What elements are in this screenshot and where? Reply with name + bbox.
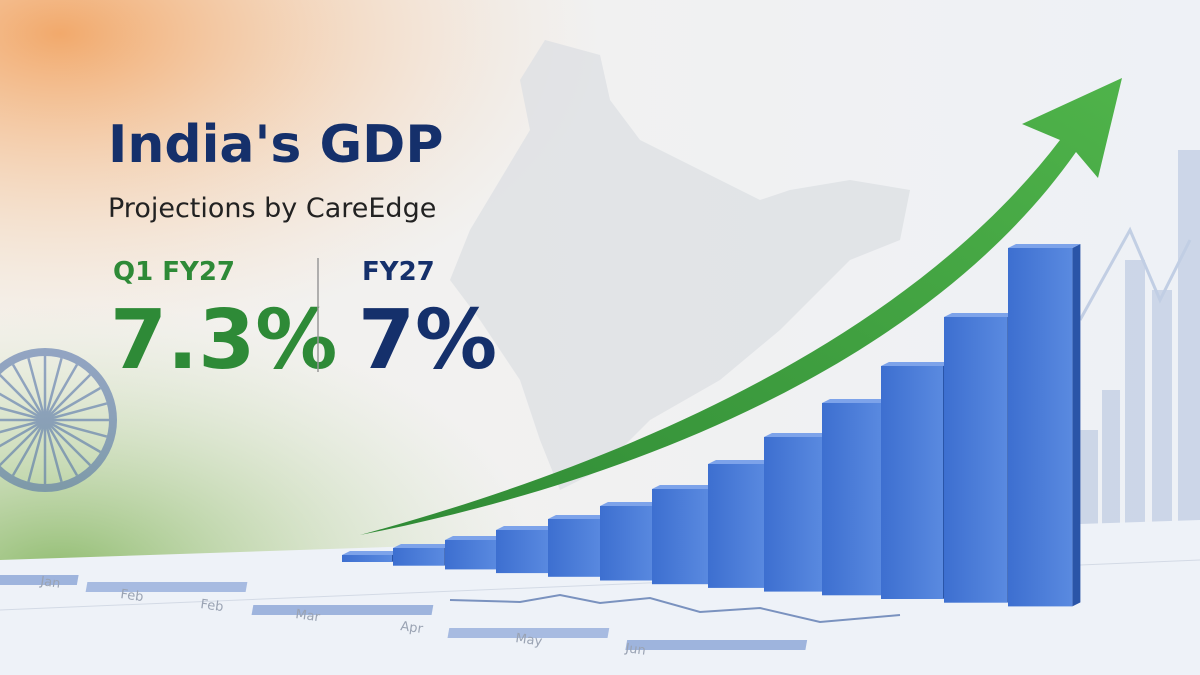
paper-label: Mar: [294, 607, 321, 625]
spoke: [44, 386, 102, 422]
spoke: [43, 357, 63, 421]
paper-label: Feb: [119, 587, 144, 605]
stat-value: 7%: [358, 293, 497, 388]
bar-front: [708, 464, 767, 588]
bar-front: [764, 437, 824, 592]
bar-top: [393, 544, 453, 548]
bar-top: [764, 433, 832, 437]
bar-top: [548, 515, 611, 519]
growth-arrow: [360, 78, 1122, 535]
paper-labels: Jan Feb Feb Mar Apr May Jun: [38, 574, 646, 659]
paper-label: May: [514, 631, 543, 650]
paper-label: Jan: [38, 574, 61, 592]
india-map: [450, 40, 910, 490]
spoke: [0, 406, 46, 422]
bar-front: [496, 530, 550, 574]
bar-front: [393, 548, 445, 566]
spoke: [0, 373, 46, 421]
bar-top: [342, 551, 400, 555]
rising-bars: [342, 244, 1081, 607]
bar-front: [548, 519, 603, 577]
spoke: [0, 418, 46, 448]
spoke: [44, 418, 102, 454]
paper-label: Feb: [199, 597, 224, 615]
spoke: [0, 392, 46, 422]
bar-top: [496, 526, 558, 530]
title: India's GDP: [108, 115, 443, 175]
bar-front: [822, 403, 883, 596]
stat-label: FY27: [362, 257, 435, 287]
spoke: [43, 419, 79, 477]
ashoka-chakra: [0, 348, 117, 492]
spoke: [27, 357, 47, 421]
spoke: [43, 363, 79, 421]
subtitle: Projections by CareEdge: [108, 193, 436, 224]
spoke: [44, 402, 108, 422]
spoke: [11, 363, 47, 421]
bar-front: [600, 506, 656, 581]
bar-top: [822, 399, 891, 403]
bar-front: [1008, 248, 1073, 607]
background-bars: [1078, 150, 1200, 530]
bar-side: [1072, 244, 1081, 607]
bar-top: [881, 362, 951, 366]
spoke: [0, 419, 46, 467]
paper-chart: [0, 559, 1200, 650]
bar-front: [944, 317, 1008, 603]
bar-top: [708, 460, 775, 464]
bar-top: [600, 502, 664, 506]
stat-value: 7.3%: [110, 293, 337, 388]
spoke: [0, 418, 46, 434]
bar-top: [445, 536, 506, 540]
spoke: [43, 419, 63, 483]
spoke: [11, 419, 47, 477]
spoke: [27, 419, 47, 483]
bar-front: [445, 540, 498, 570]
bar-top: [944, 313, 1016, 317]
bar-front: [652, 489, 710, 585]
spoke: [44, 419, 92, 467]
spoke: [44, 418, 108, 438]
paper-label: Apr: [399, 619, 424, 637]
stat-label: Q1 FY27: [113, 257, 235, 287]
bar-front: [342, 555, 392, 562]
bar-front: [881, 366, 943, 599]
paper-label: Jun: [623, 641, 646, 659]
spoke: [44, 373, 92, 421]
bar-top: [1008, 244, 1081, 248]
bar-top: [652, 485, 718, 489]
